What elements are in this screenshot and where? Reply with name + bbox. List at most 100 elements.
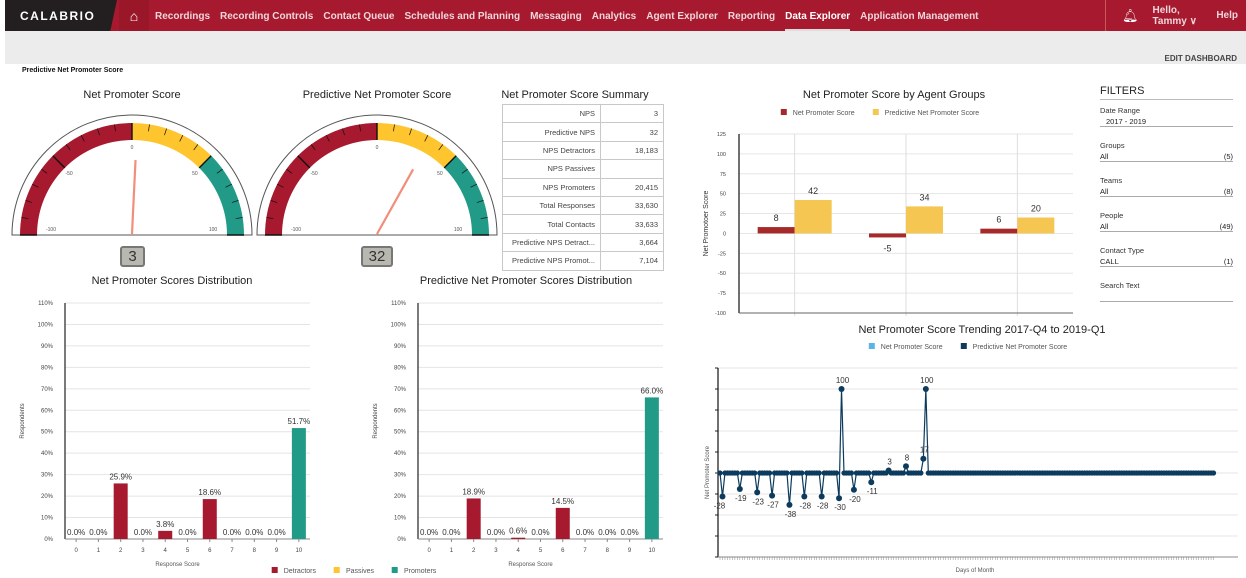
nav-item-reporting[interactable]: Reporting <box>727 11 776 22</box>
home-icon[interactable]: ⌂ <box>119 0 149 31</box>
y-tick-label: 25 <box>720 212 726 218</box>
filter-field[interactable] <box>1100 292 1233 302</box>
legend-trend-nps[interactable]: Net Promoter Score <box>868 343 943 351</box>
legend-promoters[interactable]: Promoters <box>392 567 436 575</box>
x-tick-label: 6 <box>208 548 212 554</box>
data-label: 0.0% <box>420 528 438 537</box>
filter-field[interactable]: CALL (1) <box>1100 257 1233 267</box>
data-label: 0.0% <box>67 528 85 537</box>
nav-item-recordings[interactable]: Recordings <box>155 11 211 22</box>
filter-field[interactable]: All (49) <box>1100 222 1233 232</box>
data-label: 42 <box>808 186 818 196</box>
gauge-band <box>132 123 212 168</box>
help-link[interactable]: Help <box>1216 10 1238 21</box>
y-tick-label: 0 <box>723 231 726 237</box>
legend-trend-pnps[interactable]: Predictive Net Promoter Score <box>960 343 1067 351</box>
y-tick-label: 125 <box>717 132 726 138</box>
gauge-tick <box>216 168 223 174</box>
filter-field[interactable]: All (8) <box>1100 187 1233 197</box>
bar <box>202 499 217 539</box>
filter-groups: Groups All (5) <box>1100 141 1233 162</box>
user-menu[interactable]: Hello, Tammy ∨ <box>1152 4 1197 27</box>
gauge-label: 100 <box>209 227 218 233</box>
summary-table: NPS 3 Predictive NPS 32 NPS Detractors 18,183… <box>502 103 664 271</box>
gauge-tick <box>286 168 293 174</box>
y-tick-label: 60% <box>394 408 407 414</box>
y-tick-label: -50 <box>718 271 726 277</box>
filter-count: (5) <box>1223 152 1233 161</box>
nav-item-messaging[interactable]: Messaging <box>530 11 582 22</box>
data-label: 0.0% <box>267 528 285 537</box>
data-point <box>1210 470 1217 476</box>
data-point <box>736 485 743 492</box>
data-label: 6 <box>996 215 1001 225</box>
data-label: 34 <box>919 192 929 202</box>
data-point <box>769 492 776 499</box>
legend-passives[interactable]: Passives <box>333 567 374 575</box>
y-tick-label: 30% <box>394 473 407 479</box>
filter-date-range: Date Range 2017 - 2019 <box>1100 106 1233 127</box>
gauge-tick <box>179 135 184 142</box>
data-label: -5 <box>883 243 891 253</box>
data-label: -38 <box>785 510 797 519</box>
data-label: 100 <box>836 376 850 385</box>
bar-nps <box>869 233 906 238</box>
data-label: 0.6% <box>509 527 527 536</box>
y-tick-label: 50% <box>41 430 54 436</box>
x-tick-label: 10 <box>296 548 303 554</box>
gauge-label: 50 <box>192 171 198 177</box>
filter-field[interactable]: 2017 - 2019 <box>1100 117 1233 127</box>
data-label: 0.0% <box>487 528 505 537</box>
legend-detractors[interactable]: Detractors <box>271 567 316 575</box>
gauge-tick <box>342 128 345 136</box>
dist-title-nps: Net Promoter Scores Distribution <box>91 275 253 287</box>
gauge-tick <box>470 183 477 188</box>
filter-label: People <box>1100 211 1124 220</box>
gauge-tick <box>198 155 212 169</box>
summary-row: Predictive NPS Detract... 3,664 <box>502 232 664 253</box>
x-tick-label: 3 <box>141 548 145 554</box>
filter-people: People All (49) <box>1100 211 1233 232</box>
x-tick-label: 4 <box>164 548 168 554</box>
summary-value: 7,104 <box>600 251 664 271</box>
nav-item-agent-explorer[interactable]: Agent Explorer <box>646 11 718 22</box>
distribution-legend: Detractors Passives Promoters <box>271 567 436 575</box>
edit-dashboard-button[interactable]: EDIT DASHBOARD <box>1164 54 1237 63</box>
gauge-tick <box>225 183 232 188</box>
gauge-tick <box>438 144 444 151</box>
bar-pnps <box>794 200 832 234</box>
filter-teams: Teams All (8) <box>1100 176 1233 197</box>
agent-groups-chart: -100 -75 -50 -25 0 25 50 75 100 125 8 42 -5 34 6 20 Net … <box>703 132 1073 317</box>
x-tick-label: 9 <box>275 548 279 554</box>
filter-label: Teams <box>1100 176 1123 185</box>
nav-item-data-explorer[interactable]: Data Explorer <box>785 0 851 31</box>
data-label: 25.9% <box>109 472 132 481</box>
gauge-tick <box>65 144 71 151</box>
data-point <box>786 501 793 508</box>
y-tick-label: 20% <box>41 494 54 500</box>
nav-item-schedules-and-planning[interactable]: Schedules and Planning <box>404 11 521 22</box>
calabrio-logo[interactable]: CALABRIO <box>5 0 117 31</box>
filter-field[interactable]: All (5) <box>1100 152 1233 162</box>
y-tick-label: 40% <box>41 451 54 457</box>
legend-nps[interactable]: Net Promoter Score <box>780 109 855 117</box>
x-tick-label: 9 <box>628 548 632 554</box>
nav-item-contact-queue[interactable]: Contact Queue <box>323 11 395 22</box>
nps-value-box: 3 <box>120 246 145 267</box>
y-tick-label: -25 <box>718 251 726 257</box>
nav-item-analytics[interactable]: Analytics <box>591 11 637 22</box>
bar <box>113 483 128 539</box>
legend-pnps[interactable]: Predictive Net Promoter Score <box>872 109 979 117</box>
bell-icon[interactable]: 🔔︎ <box>1122 7 1139 23</box>
trending-title: Net Promoter Score Trending 2017-Q4 to 2… <box>858 324 1106 336</box>
dist-title-pnps: Predictive Net Promoter Scores Distribut… <box>419 275 633 287</box>
x-tick-label: 1 <box>450 548 454 554</box>
data-point <box>717 470 723 476</box>
filter-value: All <box>1100 222 1109 231</box>
nav-item-application-management[interactable]: Application Management <box>860 11 979 22</box>
nav-item-recording-controls[interactable]: Recording Controls <box>220 11 314 22</box>
data-label: 20 <box>1031 204 1041 214</box>
x-tick-label: 8 <box>606 548 610 554</box>
filter-value: CALL <box>1100 257 1119 266</box>
